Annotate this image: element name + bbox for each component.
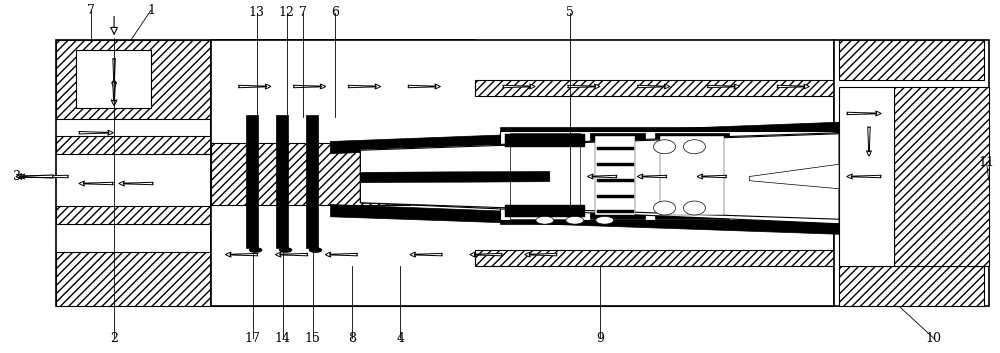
Circle shape <box>280 248 292 252</box>
Circle shape <box>250 248 262 252</box>
Bar <box>211 40 834 80</box>
Bar <box>211 143 410 204</box>
Text: 12: 12 <box>279 6 295 19</box>
Ellipse shape <box>683 201 705 215</box>
Text: 10: 10 <box>926 332 942 345</box>
Bar <box>306 115 318 248</box>
Bar <box>211 40 834 306</box>
Bar <box>597 179 634 182</box>
Text: 8: 8 <box>348 332 356 345</box>
Polygon shape <box>330 122 839 154</box>
Text: 3: 3 <box>13 170 21 183</box>
Bar <box>475 80 834 96</box>
Ellipse shape <box>654 201 676 215</box>
Text: 17: 17 <box>245 332 261 345</box>
Bar <box>56 40 211 119</box>
Ellipse shape <box>566 216 584 224</box>
Bar <box>597 195 634 198</box>
Ellipse shape <box>683 140 705 154</box>
Bar <box>56 206 211 224</box>
Bar <box>595 136 635 215</box>
Polygon shape <box>729 162 839 191</box>
Text: 6: 6 <box>331 6 339 19</box>
Polygon shape <box>360 129 839 224</box>
Text: 7: 7 <box>299 6 306 19</box>
Bar <box>894 87 989 266</box>
Bar <box>839 40 984 80</box>
Text: 9: 9 <box>596 332 604 345</box>
Bar <box>276 115 288 248</box>
Text: 4: 4 <box>396 332 404 345</box>
Ellipse shape <box>536 216 554 224</box>
Bar <box>56 252 211 306</box>
Text: 15: 15 <box>305 332 320 345</box>
Bar <box>834 40 989 306</box>
Bar <box>510 133 580 219</box>
Bar <box>56 136 211 154</box>
Bar <box>839 87 894 266</box>
Text: 13: 13 <box>249 6 265 19</box>
Bar <box>839 266 984 306</box>
Polygon shape <box>749 164 839 189</box>
Ellipse shape <box>596 216 614 224</box>
Bar <box>590 133 645 219</box>
Text: 5: 5 <box>566 6 574 19</box>
Bar <box>246 115 258 248</box>
Bar <box>211 80 475 96</box>
Bar <box>505 134 585 147</box>
Bar <box>597 163 634 166</box>
Circle shape <box>310 248 321 252</box>
Bar <box>475 250 834 266</box>
Bar <box>500 127 839 224</box>
Bar <box>56 40 211 306</box>
Bar <box>597 148 634 150</box>
Bar <box>76 50 151 108</box>
Text: 11: 11 <box>979 156 995 169</box>
Bar <box>500 131 834 220</box>
Polygon shape <box>360 171 550 183</box>
Polygon shape <box>330 204 839 234</box>
Bar <box>597 210 634 213</box>
Bar <box>660 136 724 215</box>
Text: 1: 1 <box>147 4 155 17</box>
Bar <box>655 133 729 219</box>
Bar <box>211 266 834 306</box>
Bar <box>505 204 585 217</box>
Bar <box>211 250 475 266</box>
Ellipse shape <box>654 140 676 154</box>
Text: 14: 14 <box>275 332 291 345</box>
Text: 7: 7 <box>87 4 95 17</box>
Text: 2: 2 <box>110 332 118 345</box>
Bar <box>211 40 475 306</box>
Polygon shape <box>360 134 839 219</box>
